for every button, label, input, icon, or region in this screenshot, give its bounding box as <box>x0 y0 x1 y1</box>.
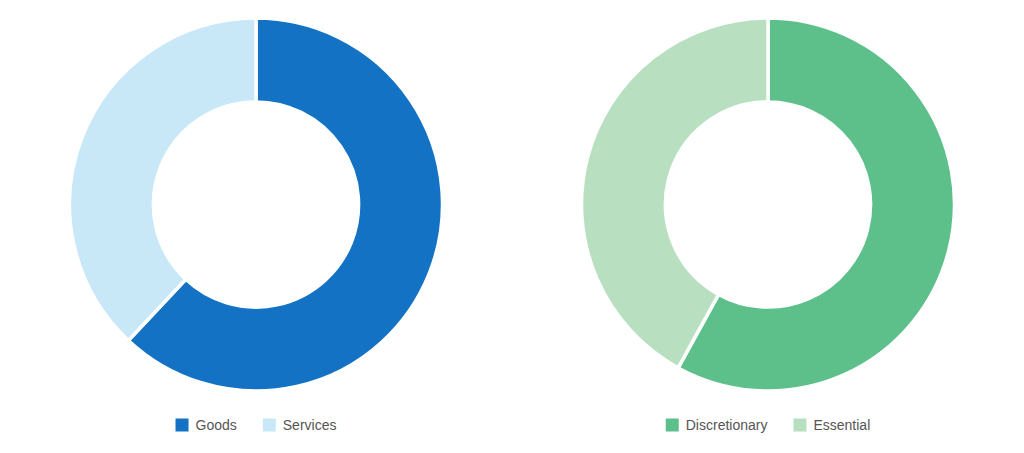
legend-label: Goods <box>196 417 237 433</box>
donut <box>69 18 442 391</box>
legend: Discretionary Essential <box>666 417 871 433</box>
chart: Discretionary Essential <box>582 18 955 433</box>
legend-label: Discretionary <box>686 417 768 433</box>
legend-label: Essential <box>813 417 870 433</box>
slice <box>582 18 768 368</box>
slice <box>69 18 256 340</box>
legend-item: Discretionary <box>666 417 768 433</box>
legend-label: Services <box>283 417 337 433</box>
chart: Goods Services <box>69 18 442 433</box>
legend-swatch <box>263 419 276 432</box>
legend-swatch <box>176 419 189 432</box>
legend: Goods Services <box>176 417 337 433</box>
legend-item: Goods <box>176 417 237 433</box>
donut <box>582 18 955 391</box>
legend-item: Essential <box>793 417 870 433</box>
figure: Goods Services Discretionary Essential <box>0 0 1024 453</box>
legend-swatch <box>666 419 679 432</box>
legend-swatch <box>793 419 806 432</box>
legend-item: Services <box>263 417 337 433</box>
